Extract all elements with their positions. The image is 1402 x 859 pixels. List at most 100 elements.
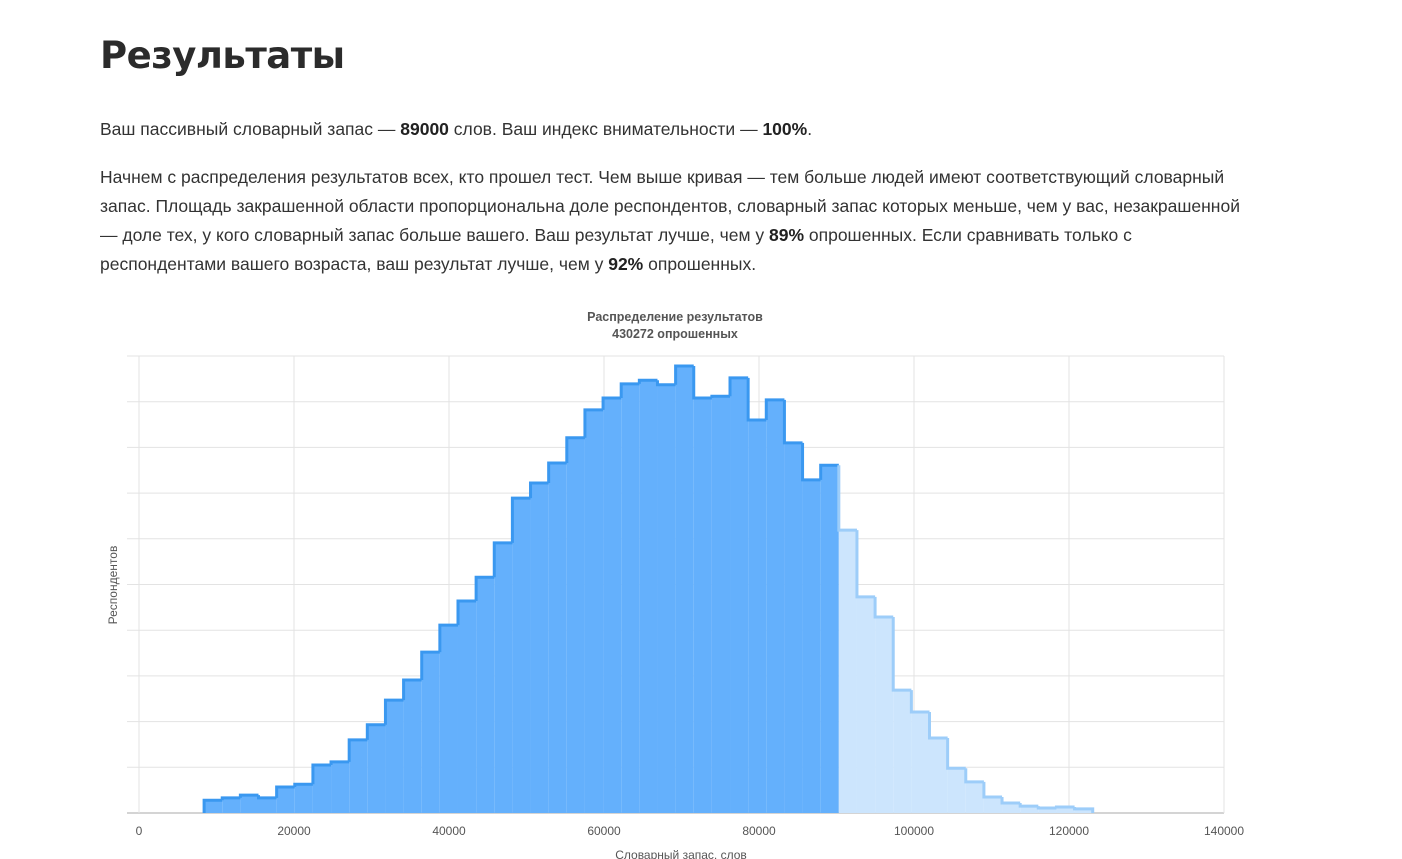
bar-outline xyxy=(347,738,368,762)
chart-title: Распределение результатов xyxy=(587,310,763,324)
bar xyxy=(548,462,567,813)
x-tick-label: 20000 xyxy=(277,824,311,838)
bar-outline xyxy=(819,463,839,480)
bar-outline xyxy=(1018,802,1039,808)
bar xyxy=(621,383,640,813)
bar-outline xyxy=(601,396,622,410)
bar-outline xyxy=(655,380,676,387)
highlight: 100% xyxy=(762,119,808,139)
bar xyxy=(820,465,839,813)
x-tick-label: 80000 xyxy=(742,824,776,838)
bar xyxy=(349,739,368,813)
bar xyxy=(584,409,604,813)
bar-outline xyxy=(982,781,1003,799)
bar xyxy=(766,399,785,813)
bar xyxy=(566,437,585,813)
text: опрошенных. Если сравнивать только с рес… xyxy=(100,225,1132,274)
bar-outline xyxy=(764,398,785,420)
bar xyxy=(784,442,803,813)
text: Ваш пассивный словарный запас — xyxy=(100,119,401,139)
bar-outline xyxy=(1000,797,1021,805)
bar-outline xyxy=(510,496,531,543)
bar-outline xyxy=(547,461,567,484)
bar xyxy=(838,530,857,813)
bar-outline xyxy=(474,575,495,601)
bar xyxy=(222,797,241,813)
bar-outline xyxy=(492,541,513,578)
bar-outline xyxy=(383,698,404,725)
bar-outline xyxy=(202,798,223,813)
bar-outline xyxy=(238,793,259,798)
bar xyxy=(476,577,495,813)
bar-outline xyxy=(438,623,458,653)
bar xyxy=(276,786,295,813)
bar xyxy=(893,690,912,813)
bar xyxy=(875,616,894,813)
bar-outline xyxy=(1054,805,1075,809)
bar-outline xyxy=(329,760,350,766)
bar-outline xyxy=(909,690,930,714)
bar-outline xyxy=(891,616,912,692)
bar xyxy=(856,596,876,813)
bar-outline xyxy=(801,442,821,482)
bar-outline xyxy=(275,785,295,798)
bar-outline xyxy=(837,465,857,532)
bar xyxy=(312,765,332,813)
bar xyxy=(331,761,350,813)
bar-outline xyxy=(928,712,948,740)
x-tick-label: 100000 xyxy=(894,824,934,838)
page-title: Результаты xyxy=(100,34,345,77)
bar-outline xyxy=(674,364,694,385)
text: Начнем с распределения результатов всех,… xyxy=(100,167,1240,245)
bar xyxy=(1020,806,1039,813)
bar xyxy=(1056,807,1075,813)
bar xyxy=(965,781,984,813)
bar-outline xyxy=(529,481,549,499)
bar xyxy=(1074,808,1093,813)
x-axis-label: Словарный запас, слов xyxy=(615,848,747,859)
text: слов. Ваш индекс внимательности — xyxy=(448,119,763,139)
bar xyxy=(730,377,749,813)
bar xyxy=(1038,807,1057,813)
x-tick-label: 120000 xyxy=(1049,824,1089,838)
bar xyxy=(693,398,712,813)
x-tick-label: 0 xyxy=(136,824,143,838)
bar-outline xyxy=(565,436,585,463)
bar xyxy=(911,712,930,813)
bar-outline xyxy=(964,768,984,784)
bar-outline xyxy=(619,382,640,399)
bar xyxy=(802,479,821,813)
bar-outline xyxy=(1073,807,1095,813)
bar xyxy=(204,800,223,813)
text: опрошенных. xyxy=(643,254,757,274)
bar-outline xyxy=(746,377,767,422)
bar xyxy=(1002,802,1021,813)
bar xyxy=(457,600,477,813)
bar-outline xyxy=(456,599,477,626)
bar xyxy=(439,625,458,813)
bar xyxy=(711,396,731,813)
bar xyxy=(675,366,694,813)
bar-outline xyxy=(365,723,386,740)
bar xyxy=(947,768,966,813)
bar-outline xyxy=(220,796,241,801)
bar-outline xyxy=(311,763,332,785)
bar xyxy=(294,784,313,813)
bar-outline xyxy=(946,738,966,770)
bar xyxy=(494,542,513,813)
bar-outline xyxy=(293,782,313,787)
bar xyxy=(657,384,676,813)
bar-outline xyxy=(583,408,604,438)
bar-outline xyxy=(402,678,422,701)
bar xyxy=(530,483,549,813)
bar xyxy=(367,724,386,813)
bar-outline xyxy=(873,596,894,619)
y-axis-label: Респондентов xyxy=(106,546,120,625)
bar-outline xyxy=(728,376,749,397)
bar-outline xyxy=(855,530,876,599)
x-tick-label: 40000 xyxy=(432,824,466,838)
bar xyxy=(639,380,658,813)
bar-outline xyxy=(692,366,712,400)
